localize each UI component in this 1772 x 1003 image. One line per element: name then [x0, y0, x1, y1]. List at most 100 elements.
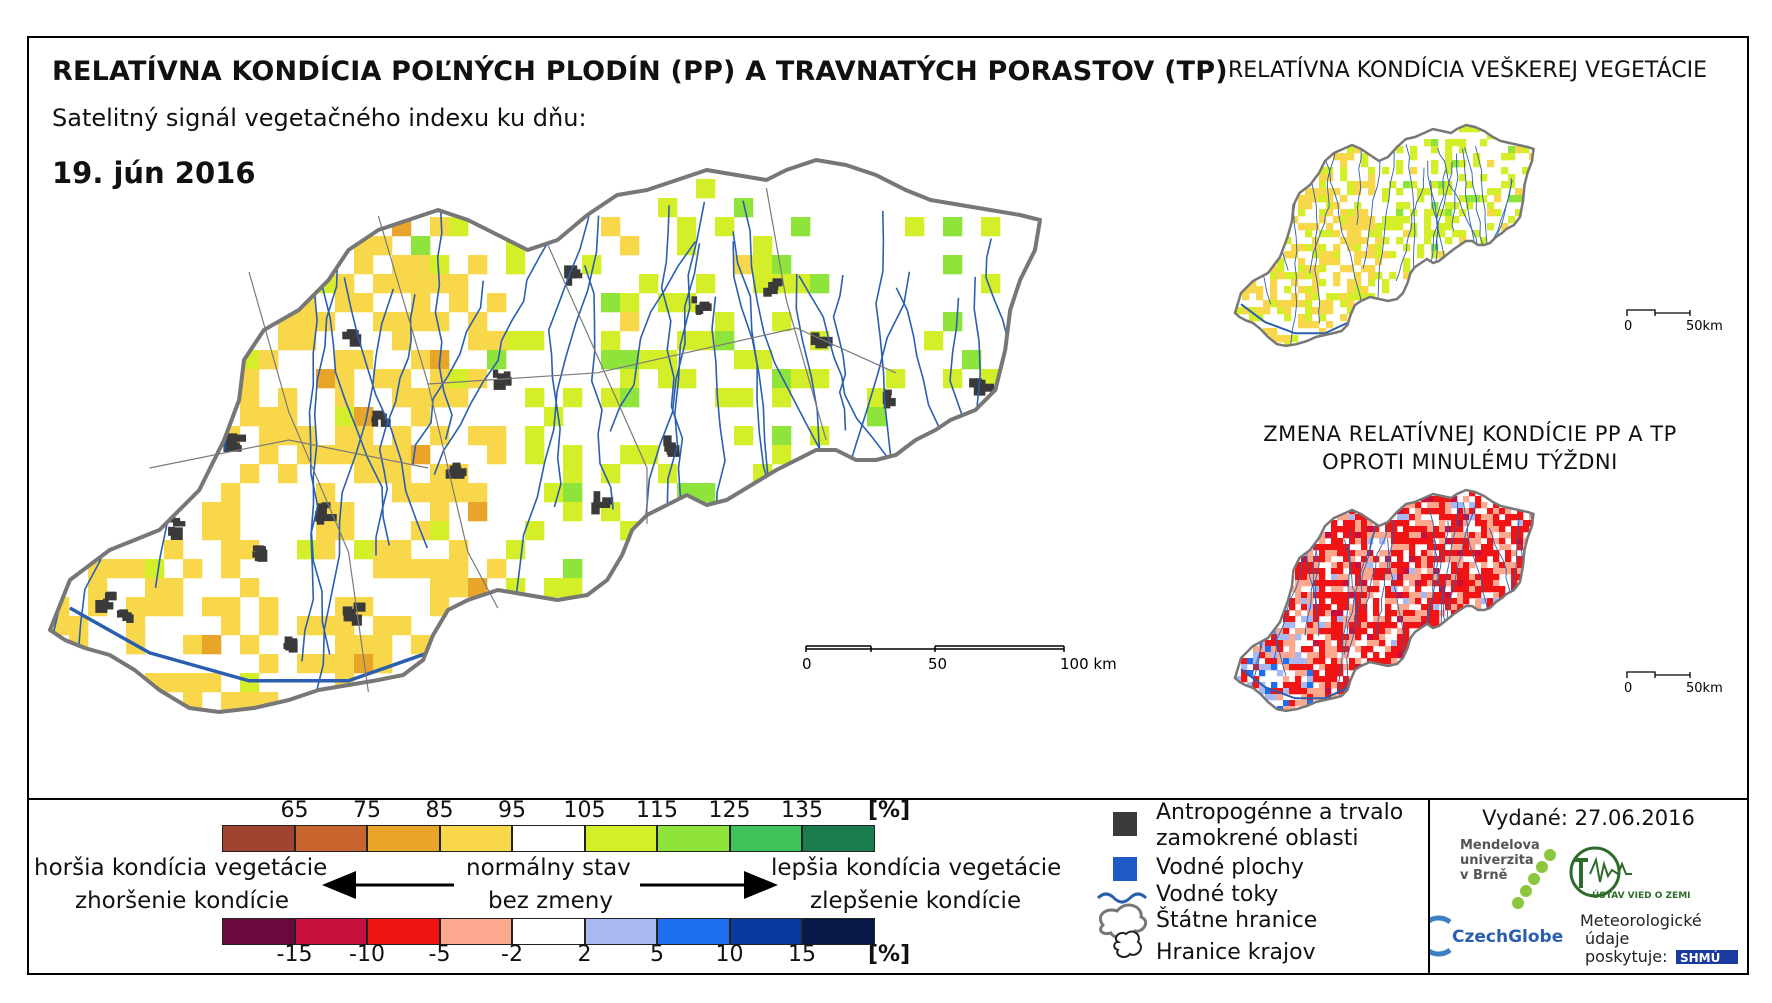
urban-area — [696, 306, 702, 315]
map-cell — [1319, 658, 1326, 665]
map-cell — [1319, 580, 1326, 587]
map-cell — [1475, 532, 1482, 539]
map-cell — [1354, 188, 1362, 196]
map-cell — [1493, 550, 1500, 557]
map-cell — [1349, 658, 1356, 665]
river — [547, 194, 593, 508]
map-cell — [1283, 616, 1290, 623]
map-cell — [1403, 574, 1410, 581]
map-cell — [1403, 586, 1410, 593]
map-cell — [1368, 265, 1376, 273]
map-cell — [753, 236, 773, 256]
map-cell — [221, 559, 241, 579]
map-cell — [1487, 188, 1495, 196]
map-cell — [1409, 556, 1416, 563]
map-cell — [1270, 286, 1278, 294]
small-scale-1-label-0: 0 — [1624, 319, 1632, 334]
map-cell — [1439, 556, 1446, 563]
map-cell — [1493, 526, 1500, 533]
map-cell — [1466, 195, 1474, 203]
map-cell — [1340, 153, 1348, 161]
urban-area — [254, 551, 261, 562]
map-cell — [1487, 586, 1494, 593]
map-cell — [1319, 652, 1326, 659]
change-map-cells — [1235, 490, 1534, 711]
map-cell — [221, 692, 241, 712]
map-cell — [430, 578, 450, 598]
map-cell — [1305, 195, 1313, 203]
map-cell — [1421, 574, 1428, 581]
map-cell — [1355, 634, 1362, 641]
map-cell — [1481, 574, 1488, 581]
map-cell — [1523, 526, 1530, 533]
map-cell — [1340, 265, 1348, 273]
map-cell — [1319, 688, 1326, 695]
map-cell — [1397, 616, 1404, 623]
map-cell — [1439, 538, 1446, 545]
map-cell — [1457, 520, 1464, 527]
map-cell — [1382, 167, 1390, 175]
map-cell — [1439, 592, 1446, 599]
map-cell — [734, 426, 754, 446]
map-cell — [1331, 562, 1338, 569]
map-cell — [1517, 514, 1524, 521]
map-cell — [1271, 694, 1278, 701]
small-scale-2-label-0: 0 — [1624, 681, 1632, 696]
map-cell — [1445, 598, 1452, 605]
map-cell — [392, 426, 412, 446]
map-cell — [1494, 209, 1502, 217]
map-cell — [1415, 502, 1422, 509]
anthropogenic-label-line2: zamokrené oblasti — [1156, 826, 1359, 851]
map-cell — [392, 369, 412, 389]
map-cell — [1403, 616, 1410, 623]
urban-area — [315, 511, 323, 522]
map-cell — [1445, 496, 1452, 503]
map-cell — [1283, 706, 1290, 711]
map-cell — [1319, 251, 1327, 259]
map-cell — [1403, 272, 1411, 280]
map-cell — [1409, 574, 1416, 581]
map-cell — [1445, 139, 1453, 147]
map-cell — [1263, 300, 1271, 308]
map-cell — [1385, 628, 1392, 635]
map-cell — [373, 274, 393, 294]
map-cell — [1459, 195, 1467, 203]
map-cell — [1242, 293, 1250, 301]
map-cell — [1457, 550, 1464, 557]
map-cell — [1451, 586, 1458, 593]
map-cell — [1451, 502, 1458, 509]
map-cell — [1349, 592, 1356, 599]
map-cell — [468, 578, 488, 598]
czechglobe-arc-icon — [1430, 915, 1452, 957]
date-label: 19. jún 2016 — [52, 156, 256, 190]
map-cell — [1522, 167, 1530, 175]
map-cell — [1409, 568, 1416, 575]
map-cell — [411, 388, 431, 408]
map-cell — [1427, 532, 1434, 539]
map-cell — [1355, 568, 1362, 575]
map-cell — [1312, 251, 1320, 259]
map-cell — [1505, 550, 1512, 557]
map-cell — [1409, 616, 1416, 623]
map-cell — [1340, 167, 1348, 175]
map-cell — [1295, 652, 1302, 659]
map-cell — [1307, 658, 1314, 665]
map-cell — [1403, 634, 1410, 641]
map-cell — [430, 312, 450, 332]
map-cell — [1355, 586, 1362, 593]
map-cell — [1457, 592, 1464, 599]
map-cell — [1349, 556, 1356, 563]
map-cell — [1397, 514, 1404, 521]
map-cell — [1343, 580, 1350, 587]
map-cell — [1347, 237, 1355, 245]
map-cell — [1326, 174, 1334, 182]
map-cell — [1523, 520, 1530, 527]
map-cell — [1325, 676, 1332, 683]
map-cell — [1367, 622, 1374, 629]
map-cell — [1391, 544, 1398, 551]
map-cell — [1415, 520, 1422, 527]
map-cell — [1307, 628, 1314, 635]
map-cell — [1368, 230, 1376, 238]
map-cell — [1295, 664, 1302, 671]
map-cell — [1391, 652, 1398, 659]
